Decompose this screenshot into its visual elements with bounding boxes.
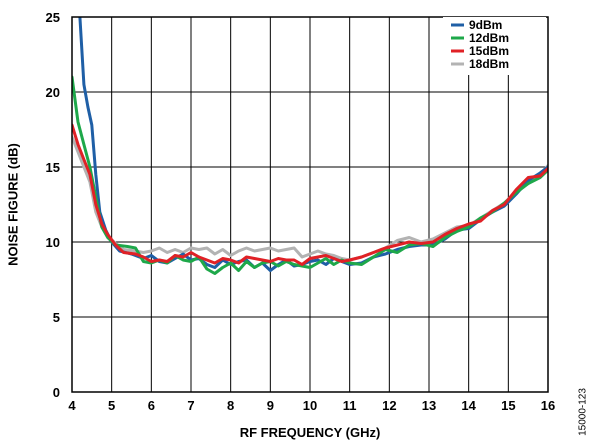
y-tick-label-25: 25 (46, 10, 60, 25)
x-tick-label-5: 5 (108, 398, 115, 413)
legend-label-9dBm: 9dBm (469, 18, 502, 32)
x-tick-label-16: 16 (541, 398, 555, 413)
x-tick-label-4: 4 (68, 398, 76, 413)
x-tick-label-7: 7 (187, 398, 194, 413)
y-axis-title: NOISE FIGURE (dB) (5, 143, 20, 266)
x-tick-label-6: 6 (148, 398, 155, 413)
y-tick-label-5: 5 (53, 310, 60, 325)
x-tick-label-11: 11 (343, 398, 357, 413)
x-tick-labels: 4 5 6 7 8 9 10 11 12 13 14 15 16 (68, 398, 555, 413)
y-tick-labels: 0 5 10 15 20 25 (46, 10, 60, 400)
x-tick-label-8: 8 (227, 398, 234, 413)
x-tick-label-15: 15 (501, 398, 515, 413)
x-tick-label-12: 12 (382, 398, 396, 413)
x-tick-label-14: 14 (461, 398, 476, 413)
legend-label-15dBm: 15dBm (469, 44, 509, 58)
plot-frame (71, 16, 549, 393)
x-tick-label-10: 10 (303, 398, 317, 413)
x-axis-title: RF FREQUENCY (GHz) (240, 425, 381, 440)
y-tick-label-0: 0 (53, 385, 60, 400)
y-tick-label-10: 10 (46, 235, 60, 250)
legend-label-12dBm: 12dBm (469, 31, 509, 45)
legend-label-18dBm: 18dBm (469, 57, 509, 71)
x-tick-label-9: 9 (267, 398, 274, 413)
series-line-15dBm (72, 123, 548, 266)
series-line-12dBm (72, 75, 548, 275)
y-tick-label-20: 20 (46, 85, 60, 100)
y-tick-label-15: 15 (46, 160, 60, 175)
figure-id: 15000-123 (578, 388, 589, 436)
series-lines (72, 17, 548, 275)
x-tick-label-13: 13 (422, 398, 436, 413)
